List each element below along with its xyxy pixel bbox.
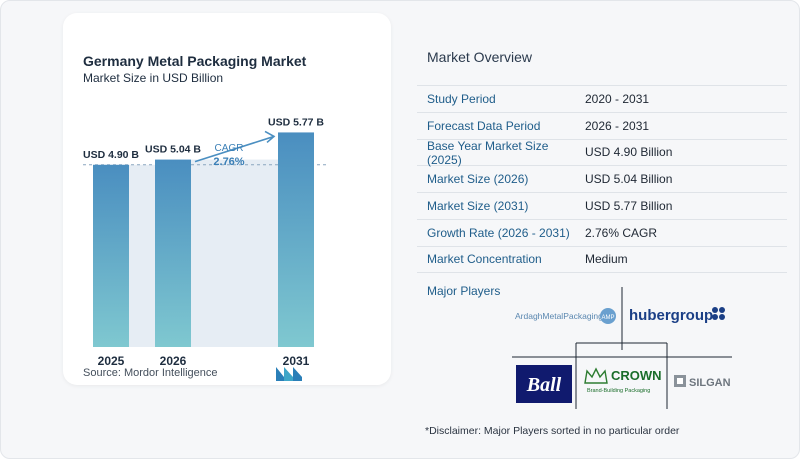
bar-2031	[278, 132, 314, 347]
market-overview: Market Overview Study Period 2020 - 2031…	[417, 1, 800, 459]
bar-chart: USD 4.90 B 2025 USD 5.04 B 2026 USD 5.77 B 20…	[83, 116, 329, 368]
row-value: USD 5.77 Billion	[585, 199, 673, 214]
ardagh-mark-text: AMP	[601, 315, 614, 321]
table-row: Growth Rate (2026 - 2031) 2.76% CAGR	[417, 218, 787, 246]
table-row: Study Period 2020 - 2031	[417, 85, 787, 112]
row-label: Base Year Market Size (2025)	[427, 138, 549, 167]
hubergroup-mark-icon	[712, 307, 725, 320]
hubergroup-logo: hubergroup	[629, 307, 713, 324]
chart-title: Germany Metal Packaging Market	[83, 53, 307, 69]
disclaimer: *Disclaimer: Major Players sorted in no …	[425, 425, 680, 437]
silgan-mark-icon	[674, 375, 686, 387]
row-label: Growth Rate (2026 - 2031)	[427, 225, 570, 240]
base-band	[129, 164, 155, 347]
bar-2026	[155, 159, 191, 347]
row-label: Market Size (2031)	[427, 199, 529, 214]
table-row: Market Concentration Medium	[417, 245, 787, 273]
table-row: Market Size (2031) USD 5.77 Billion	[417, 192, 787, 219]
row-label: Study Period	[427, 91, 496, 106]
ball-logo: Ball	[526, 374, 562, 396]
row-value: Medium	[585, 252, 628, 267]
players-logos: ArdaghMetalPackaging AMP hubergroup Ball…	[512, 287, 732, 409]
cagr-arrow	[194, 135, 275, 163]
crown-tagline: Brand-Building Packaging	[587, 388, 650, 394]
row-label: Market Concentration	[427, 252, 542, 267]
row-value: 2026 - 2031	[585, 118, 650, 133]
source-text: Source: Mordor Intelligence	[83, 367, 218, 379]
cagr-value: 2.76%	[213, 156, 244, 168]
overview-table: Study Period 2020 - 2031 Forecast Data P…	[417, 85, 787, 273]
cagr-arrowhead	[264, 130, 276, 144]
x-tick-2025: 2025	[98, 354, 125, 368]
row-label: Forecast Data Period	[427, 118, 541, 133]
ardagh-mark-icon	[600, 308, 616, 324]
row-value: 2.76% CAGR	[585, 225, 658, 240]
row-value: 2020 - 2031	[585, 91, 650, 106]
table-row: Base Year Market Size (2025) USD 4.90 Bi…	[417, 138, 787, 167]
mordor-logo-icon	[276, 367, 302, 381]
overview-title: Market Overview	[427, 49, 533, 65]
bar-2025	[93, 164, 129, 347]
crown-logo: CROWN	[611, 368, 662, 383]
data-label-2031: USD 5.77 B	[268, 116, 324, 128]
table-row: Forecast Data Period 2026 - 2031	[417, 111, 787, 139]
forecast-band	[191, 159, 278, 347]
silgan-logo: SILGAN	[689, 377, 731, 389]
chart-subtitle: Market Size in USD Billion	[83, 71, 224, 85]
row-value: USD 5.04 Billion	[585, 172, 673, 187]
data-label-2026: USD 5.04 B	[145, 144, 201, 156]
x-tick-2031: 2031	[283, 354, 310, 368]
cagr-label: CAGR	[215, 143, 244, 154]
crown-mark-icon	[584, 367, 608, 384]
major-players-title: Major Players	[427, 284, 501, 298]
row-label: Market Size (2026)	[427, 172, 529, 187]
table-row: Market Size (2026) USD 5.04 Billion	[417, 165, 787, 192]
data-label-2025: USD 4.90 B	[83, 149, 139, 161]
chart-card: Germany Metal Packaging Market Market Si…	[63, 13, 391, 385]
ball-logo-box	[516, 365, 572, 403]
ardagh-logo: ArdaghMetalPackaging	[515, 311, 603, 321]
x-tick-2026: 2026	[160, 354, 187, 368]
row-value: USD 4.90 Billion	[585, 145, 673, 160]
